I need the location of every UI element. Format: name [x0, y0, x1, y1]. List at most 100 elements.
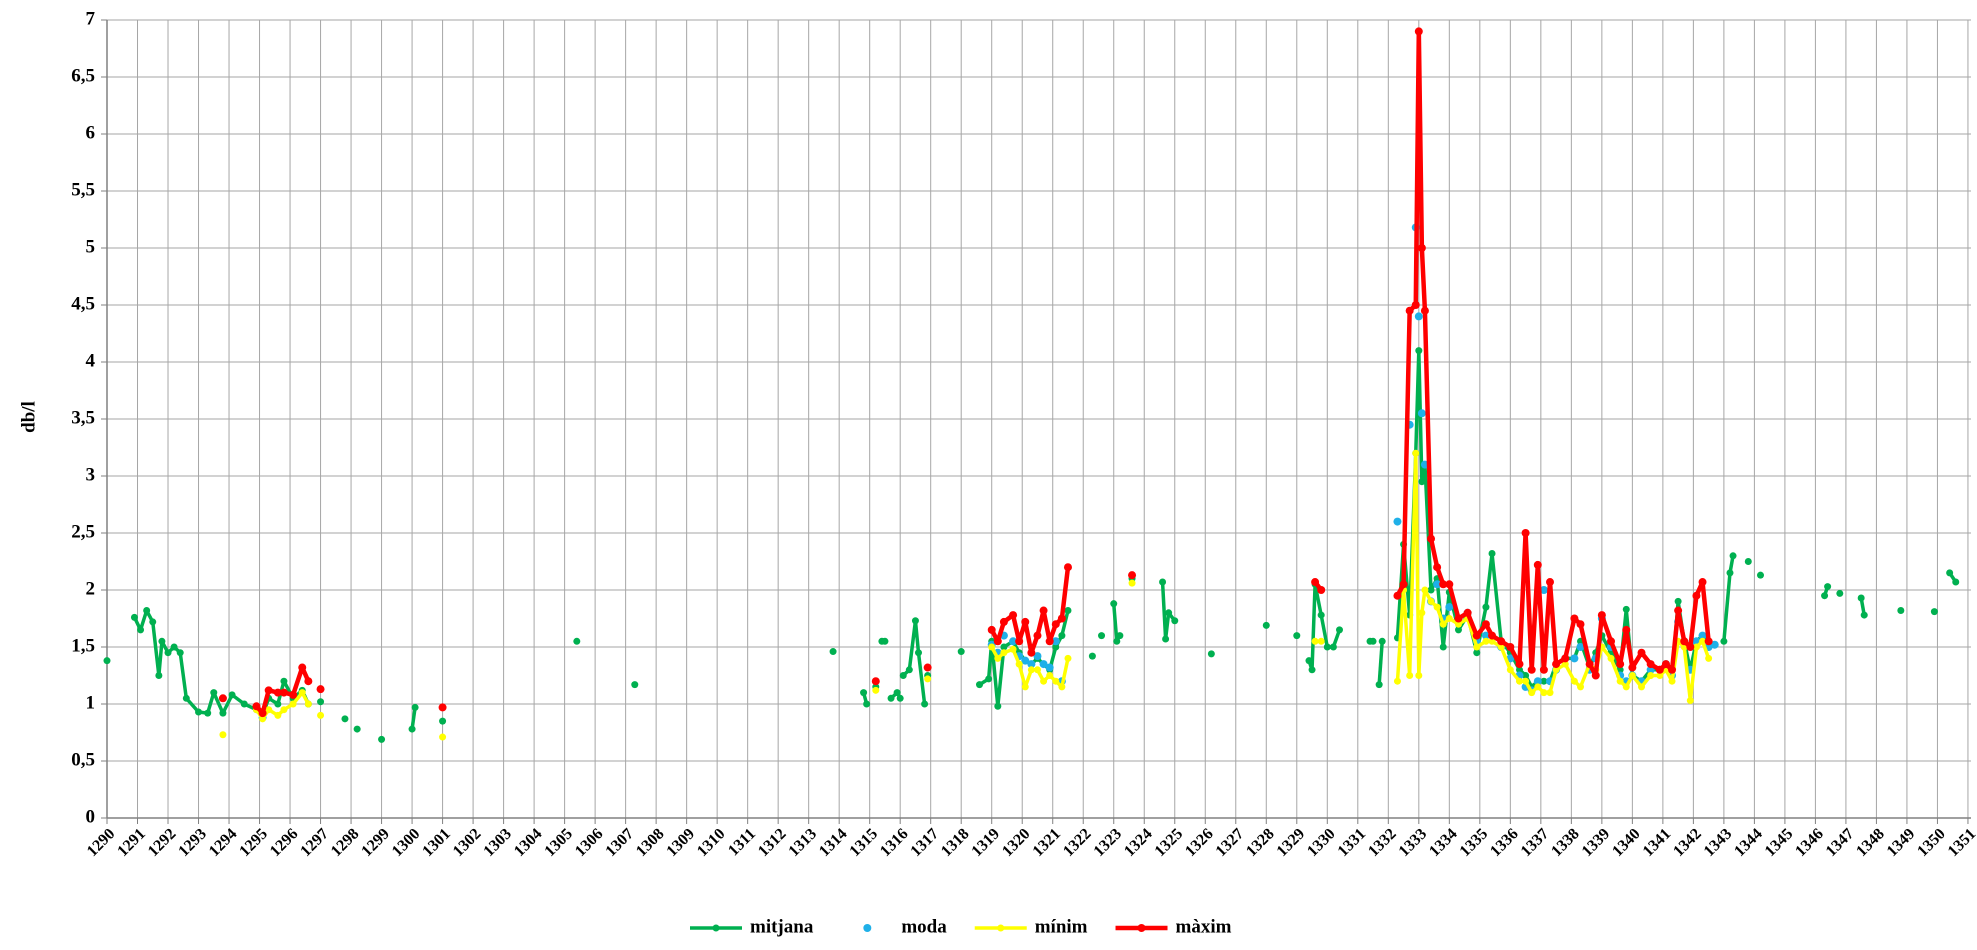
data-point: [1482, 637, 1490, 645]
data-point: [1027, 660, 1036, 669]
data-point: [155, 672, 163, 679]
data-point: [1207, 650, 1215, 658]
data-point: [1506, 666, 1514, 674]
data-point: [1128, 571, 1137, 580]
series-line: [1377, 641, 1384, 685]
data-point: [1308, 666, 1316, 674]
x-tick-label: 1344: [1731, 825, 1766, 860]
x-tick-label: 1337: [1518, 825, 1553, 860]
data-point: [1000, 649, 1008, 657]
data-point: [1421, 586, 1429, 594]
x-tick-label: 1343: [1701, 825, 1736, 860]
data-point: [1311, 578, 1320, 587]
data-point: [1472, 631, 1481, 640]
data-point: [219, 709, 227, 717]
data-point: [195, 708, 203, 716]
data-point: [1930, 608, 1938, 616]
data-point: [1481, 631, 1490, 640]
data-point: [631, 681, 639, 689]
data-point: [911, 617, 919, 625]
legend-label: màxim: [1176, 916, 1232, 937]
data-point: [1445, 580, 1454, 589]
data-point: [265, 706, 273, 714]
data-point: [860, 689, 868, 697]
x-tick-label: 1304: [511, 825, 546, 860]
legend-marker: [997, 924, 1005, 932]
data-point: [1473, 643, 1481, 651]
legend-label: mínim: [1035, 916, 1088, 937]
series-line: [1307, 582, 1342, 672]
data-point: [1454, 614, 1463, 623]
data-point: [280, 706, 288, 714]
data-point: [317, 698, 325, 706]
data-point: [863, 700, 871, 708]
legend-marker: [1137, 924, 1146, 932]
data-point: [289, 700, 297, 708]
data-point: [1533, 560, 1542, 569]
x-tick-label: 1347: [1823, 825, 1858, 860]
data-point: [378, 735, 386, 743]
data-point: [1515, 660, 1524, 669]
y-tick-label: 0,5: [71, 749, 95, 770]
data-point: [1576, 643, 1585, 651]
x-tick-label: 1313: [785, 825, 820, 860]
data-point: [408, 725, 416, 733]
data-point: [1317, 611, 1325, 619]
x-tick-label: 1299: [358, 825, 393, 860]
data-point: [1427, 586, 1435, 594]
data-point: [1698, 578, 1707, 587]
x-tick-label: 1301: [419, 825, 454, 860]
y-tick-label: 4,5: [71, 293, 95, 314]
x-tick-label: 1318: [938, 825, 973, 860]
data-point: [1704, 637, 1713, 646]
data-point: [264, 686, 273, 695]
data-point: [1414, 27, 1423, 36]
x-tick-label: 1322: [1060, 825, 1095, 860]
data-point: [1577, 683, 1585, 691]
data-point: [1515, 666, 1523, 674]
x-tick-label: 1290: [84, 825, 119, 860]
data-point: [1427, 534, 1436, 543]
data-point: [1686, 697, 1694, 705]
data-point: [1533, 677, 1542, 686]
x-tick-label: 1311: [725, 825, 759, 859]
x-tick-label: 1346: [1792, 825, 1827, 860]
x-tick-label: 1330: [1304, 825, 1339, 860]
data-point: [1552, 666, 1560, 674]
y-tick-label: 5,5: [71, 179, 95, 200]
data-point: [1952, 578, 1960, 586]
data-point: [1445, 615, 1453, 622]
series-line: [1160, 581, 1177, 641]
data-point: [1335, 626, 1343, 634]
data-point: [1293, 632, 1301, 640]
data-point: [1698, 631, 1707, 640]
x-tick-label: 1334: [1426, 825, 1461, 860]
data-point: [1488, 637, 1496, 645]
data-point: [341, 715, 349, 723]
data-point: [1427, 597, 1435, 605]
x-tick-label: 1316: [877, 825, 912, 860]
data-point: [1546, 689, 1554, 697]
data-point: [439, 717, 447, 725]
x-tick-label: 1315: [846, 825, 881, 860]
data-point: [1488, 550, 1496, 558]
legend-label: moda: [901, 916, 947, 937]
data-point: [143, 607, 151, 615]
data-point: [1607, 637, 1616, 646]
data-point: [1439, 643, 1447, 651]
data-point: [1570, 677, 1578, 685]
series-line: [1722, 555, 1735, 642]
data-point: [1522, 677, 1530, 685]
data-point: [1744, 558, 1752, 565]
data-point: [1756, 571, 1764, 579]
data-point: [149, 618, 157, 626]
data-point: [1528, 689, 1536, 697]
x-tick-label: 1297: [297, 825, 332, 860]
y-tick-label: 6,5: [71, 65, 95, 86]
x-tick-label: 1328: [1243, 825, 1278, 860]
data-point: [304, 700, 312, 708]
data-point: [130, 613, 138, 621]
data-point: [1015, 637, 1024, 646]
data-point: [1497, 643, 1505, 651]
